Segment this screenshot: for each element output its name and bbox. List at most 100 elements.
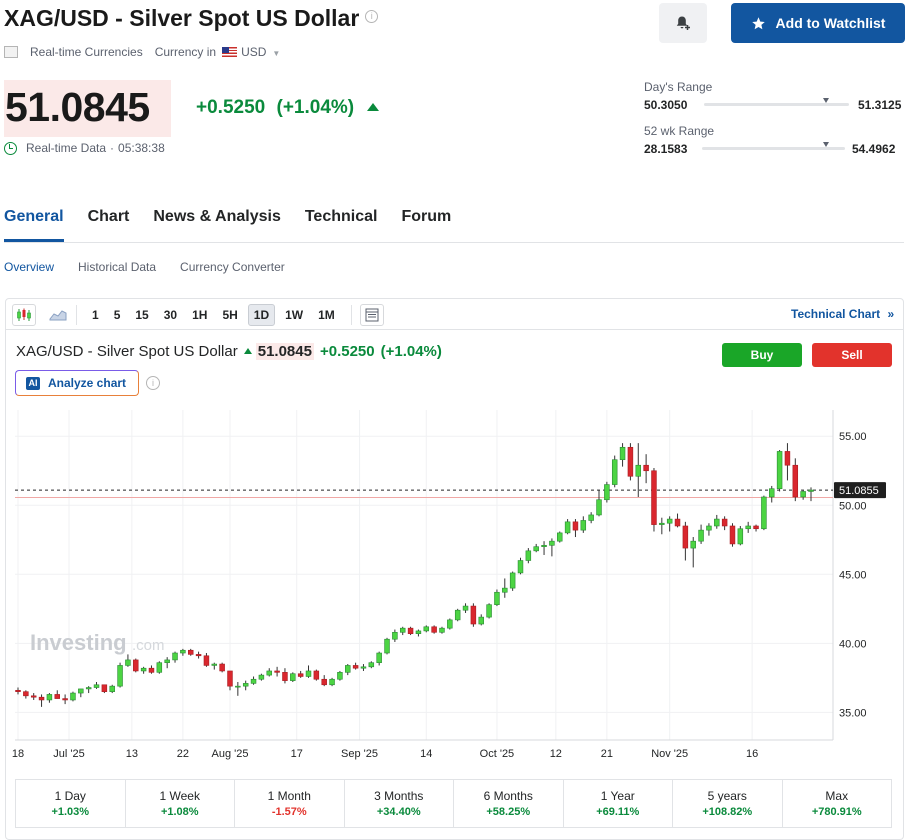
currency-select[interactable]: USD ▼ [241,45,280,59]
tab-news-analysis[interactable]: News & Analysis [153,208,281,225]
candle-up [180,649,186,654]
candle-up [235,685,241,688]
instrument-title-text: XAG/USD - Silver Spot US Dollar [4,5,360,31]
performance-6-months: 6 Months +58.25% [454,780,564,827]
candlestick-icon [17,308,31,321]
candle-up [611,459,618,485]
performance-label: 3 Months [374,789,424,803]
candle-up [588,514,594,521]
candle-up [557,532,563,542]
candle-up [172,652,178,661]
candle-down [133,659,139,672]
x-tick-label: 16 [746,748,758,760]
candle-up [78,688,84,694]
subtab-currency-converter[interactable]: Currency Converter [180,260,285,274]
performance-value: -1.57% [271,806,307,818]
price-chart[interactable]: Investing .com 55.00 50.00 45.00 40.00 35.00 51… [0,400,913,775]
candle-down [627,446,634,477]
technical-chart-label: Technical Chart [791,307,881,321]
candle-up [384,638,390,654]
candle-up [93,684,100,688]
area-chart-type-button[interactable] [46,304,70,326]
candle-up [549,540,555,546]
wk52-range-bar [702,142,845,150]
interval-1d[interactable]: 1D [247,303,276,326]
candle-down [219,663,225,672]
tab-chart[interactable]: Chart [87,208,130,225]
candle-up [211,663,218,666]
interval-1[interactable]: 1 [92,307,99,322]
performance-label: 1 Year [600,789,635,803]
candle-down [651,470,657,525]
candle-up [659,522,665,525]
candle-up [776,451,783,490]
subtab-overview[interactable]: Overview [4,260,55,274]
x-tick-label: 18 [12,748,24,760]
up-arrow-icon [243,347,252,354]
candle-down [674,518,681,527]
interval-1m[interactable]: 1M [318,307,335,322]
y-tick-label: 45.00 [839,569,867,581]
candle-down [101,684,108,692]
tab-general[interactable]: General [4,208,64,242]
change-value: +0.5250 [196,97,266,118]
interval-5[interactable]: 5 [113,307,121,322]
interval-15[interactable]: 15 [135,307,149,322]
candle-up [439,627,445,633]
candle-up [745,525,751,530]
realtime-status: Real-time Data · 05:38:38 [4,141,165,155]
x-tick-label: Oct '25 [480,748,515,760]
tab-forum[interactable]: Forum [401,208,452,225]
analyze-chart-label: Analyze chart [48,376,127,390]
buy-button[interactable]: Buy [722,343,802,367]
candle-down [784,451,791,466]
performance-strip: 1 Day +1.03% 1 Week +1.08% 1 Month -1.57% 3 Mo… [15,779,892,828]
candle-up [666,518,673,524]
candle-up [70,692,76,701]
interval-5h[interactable]: 5H [222,307,238,322]
performance-value: +108.82% [702,806,753,818]
candle-up [478,616,484,625]
add-to-watchlist-button[interactable]: Add to Watchlist [731,3,905,43]
candle-up [266,670,272,676]
area-chart-icon [49,309,67,320]
performance-max: Max +780.91% [783,780,892,827]
tab-technical[interactable]: Technical [304,208,378,225]
candle-down [227,670,233,687]
analyze-chart-button[interactable]: AI Analyze chart [15,370,139,396]
wk52-range-high: 54.4962 [852,142,896,156]
chart-header: XAG/USD - Silver Spot US Dollar 51.0845 … [16,343,442,360]
candle-down [38,696,45,701]
price-change: +0.5250 (+1.04%) [196,97,380,119]
candle-up [329,678,335,686]
interval-1w[interactable]: 1W [285,307,304,322]
info-icon[interactable]: i [146,376,160,390]
candle-up [737,528,744,545]
candle-down [148,667,155,673]
info-icon[interactable]: i [365,10,379,24]
chart-settings-button[interactable] [359,303,384,326]
performance-label: Max [825,789,849,803]
x-tick-label: Aug '25 [212,748,249,760]
performance-value: +69.11% [596,806,640,818]
candle-up [619,446,626,461]
candle-up [714,518,720,527]
candle-down [721,518,728,527]
candle-up [690,540,696,549]
wk52-range-label: 52 wk Range [644,124,715,138]
currency-label: Currency in [154,45,217,59]
interval-1h[interactable]: 1H [192,307,208,322]
toolbar-separator [350,304,352,325]
candlestick-chart-type-button[interactable] [12,303,36,326]
interval-30[interactable]: 30 [163,307,178,322]
technical-chart-link[interactable]: Technical Chart » [791,307,894,321]
create-alert-button[interactable] [659,3,707,43]
candle-up [454,609,461,621]
candle-up [85,687,92,690]
sell-button[interactable]: Sell [812,343,892,367]
chart-toolbar: 1 5 15 30 1H 5H 1D 1W 1M [6,300,903,330]
instrument-meta: Real-time Currencies Currency in USD ▼ [4,45,280,59]
subtab-historical-data[interactable]: Historical Data [78,260,157,274]
current-price-tag [834,482,886,499]
ai-icon: AI [26,376,40,390]
